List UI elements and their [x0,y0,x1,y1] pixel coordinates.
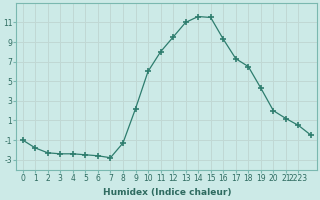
X-axis label: Humidex (Indice chaleur): Humidex (Indice chaleur) [103,188,231,197]
